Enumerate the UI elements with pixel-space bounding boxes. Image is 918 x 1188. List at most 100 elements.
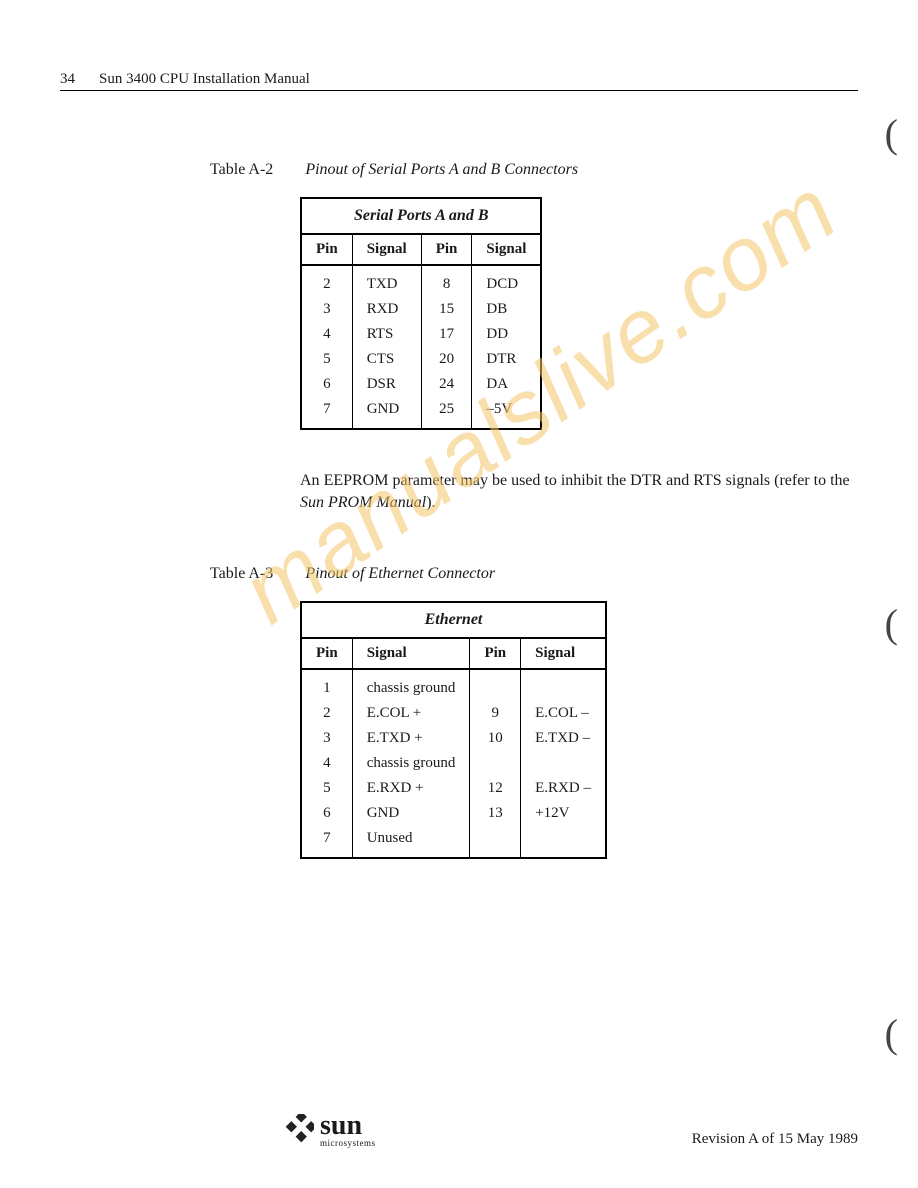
signal-cell: E.RXD + xyxy=(352,776,470,801)
col-signal: Signal xyxy=(472,234,542,265)
signal-cell: DSR xyxy=(352,372,421,397)
text: ). xyxy=(426,494,435,511)
signal-cell xyxy=(521,826,606,858)
text: Sun PROM Manual xyxy=(300,494,426,511)
page-header: 34 Sun 3400 CPU Installation Manual xyxy=(60,70,858,91)
logo-text: sun xyxy=(320,1110,362,1141)
pin-cell: 5 xyxy=(301,776,352,801)
col-signal: Signal xyxy=(352,234,421,265)
pin-cell xyxy=(470,751,521,776)
table-row: 7GND25–5V xyxy=(301,397,541,429)
signal-cell: E.RXD – xyxy=(521,776,606,801)
pin-cell xyxy=(470,669,521,701)
signal-cell: E.COL – xyxy=(521,701,606,726)
text: EEPROM xyxy=(324,472,389,489)
logo-subtext: microsystems xyxy=(320,1138,376,1148)
signal-cell: E.TXD + xyxy=(352,726,470,751)
col-pin: Pin xyxy=(421,234,472,265)
pin-cell: 17 xyxy=(421,322,472,347)
table-row: 2E.COL +9E.COL – xyxy=(301,701,606,726)
pin-cell: 1 xyxy=(301,669,352,701)
pin-cell: 25 xyxy=(421,397,472,429)
table-row: 5CTS20DTR xyxy=(301,347,541,372)
table-row: 1chassis ground xyxy=(301,669,606,701)
signal-cell: E.TXD – xyxy=(521,726,606,751)
table-a2-heading: Table A-2 Pinout of Serial Ports A and B… xyxy=(210,161,858,179)
pin-cell: 6 xyxy=(301,801,352,826)
sun-logo-icon xyxy=(280,1114,314,1148)
pin-cell: 24 xyxy=(421,372,472,397)
table-a2: Serial Ports A and B Pin Signal Pin Sign… xyxy=(300,197,542,430)
table-a3: Ethernet Pin Signal Pin Signal 1chassis … xyxy=(300,601,607,859)
pin-cell: 13 xyxy=(470,801,521,826)
table-row: 6DSR24DA xyxy=(301,372,541,397)
pin-cell: 4 xyxy=(301,751,352,776)
signal-cell xyxy=(521,669,606,701)
pin-cell: 10 xyxy=(470,726,521,751)
signal-cell: DA xyxy=(472,372,542,397)
text: parameter may be used to inhibit the xyxy=(388,472,630,489)
pin-cell: 4 xyxy=(301,322,352,347)
document-title: Sun 3400 CPU Installation Manual xyxy=(99,71,310,88)
signal-cell: RTS xyxy=(352,322,421,347)
binding-mark-top: ( xyxy=(885,110,898,157)
signal-cell: chassis ground xyxy=(352,669,470,701)
table-a2-label: Table A-2 xyxy=(210,161,273,178)
signal-cell: GND xyxy=(352,801,470,826)
pin-cell: 2 xyxy=(301,265,352,297)
pin-cell: 8 xyxy=(421,265,472,297)
signal-cell: CTS xyxy=(352,347,421,372)
col-signal: Signal xyxy=(352,638,470,669)
signal-cell: DTR xyxy=(472,347,542,372)
table-row: 5E.RXD +12E.RXD – xyxy=(301,776,606,801)
pin-cell: 20 xyxy=(421,347,472,372)
signal-cell: GND xyxy=(352,397,421,429)
col-pin: Pin xyxy=(301,638,352,669)
pin-cell: 7 xyxy=(301,397,352,429)
pin-cell: 3 xyxy=(301,726,352,751)
signal-cell: Unused xyxy=(352,826,470,858)
table-a3-title: Ethernet xyxy=(301,602,606,638)
signal-cell: TXD xyxy=(352,265,421,297)
table-row: 7Unused xyxy=(301,826,606,858)
pin-cell: 3 xyxy=(301,297,352,322)
table-a2-title: Serial Ports A and B xyxy=(301,198,541,234)
pin-cell: 12 xyxy=(470,776,521,801)
text: and xyxy=(662,472,693,489)
pin-cell: 2 xyxy=(301,701,352,726)
table-row: 4chassis ground xyxy=(301,751,606,776)
text: DTR xyxy=(630,472,662,489)
page-number: 34 xyxy=(60,71,75,88)
signal-cell: DCD xyxy=(472,265,542,297)
signal-cell: chassis ground xyxy=(352,751,470,776)
signal-cell: DD xyxy=(472,322,542,347)
table-a3-label: Table A-3 xyxy=(210,565,273,582)
pin-cell: 5 xyxy=(301,347,352,372)
signal-cell: DB xyxy=(472,297,542,322)
col-pin: Pin xyxy=(301,234,352,265)
text: An xyxy=(300,472,324,489)
pin-cell xyxy=(470,826,521,858)
binding-mark-mid: ( xyxy=(885,600,898,647)
signal-cell: +12V xyxy=(521,801,606,826)
table-a2-caption: Pinout of Serial Ports A and B Connector… xyxy=(305,161,578,178)
signal-cell xyxy=(521,751,606,776)
table-row: 4RTS17DD xyxy=(301,322,541,347)
pin-cell: 7 xyxy=(301,826,352,858)
pin-cell: 15 xyxy=(421,297,472,322)
revision-text: Revision A of 15 May 1989 xyxy=(692,1131,858,1148)
page-footer: sun microsystems Revision A of 15 May 19… xyxy=(60,1112,858,1148)
col-signal: Signal xyxy=(521,638,606,669)
text: RTS xyxy=(693,472,721,489)
table-a3-heading: Table A-3 Pinout of Ethernet Connector xyxy=(210,565,858,583)
body-paragraph: An EEPROM parameter may be used to inhib… xyxy=(300,470,858,515)
signal-cell: –5V xyxy=(472,397,542,429)
table-a3-caption: Pinout of Ethernet Connector xyxy=(305,565,495,582)
table-row: 3E.TXD +10E.TXD – xyxy=(301,726,606,751)
signal-cell: E.COL + xyxy=(352,701,470,726)
text: signals (refer to the xyxy=(722,472,850,489)
table-row: 3RXD15DB xyxy=(301,297,541,322)
table-row: 2TXD8DCD xyxy=(301,265,541,297)
sun-logo: sun microsystems xyxy=(280,1112,376,1148)
pin-cell: 9 xyxy=(470,701,521,726)
